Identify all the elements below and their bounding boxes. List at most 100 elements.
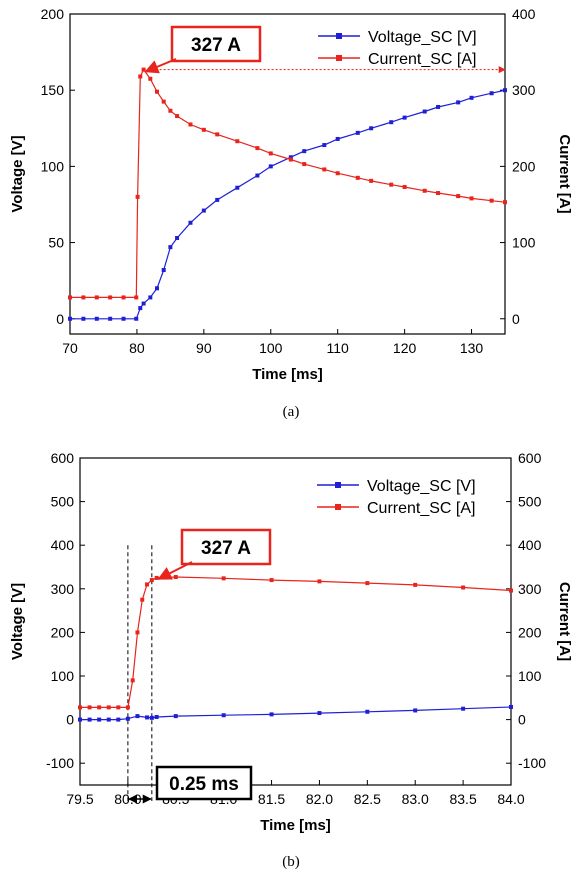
current-data-point [436,191,441,196]
voltage-data-point [97,717,102,722]
current-data-point [155,89,159,94]
x-tick-label: 83.0 [402,791,429,807]
current-data-point [125,705,130,710]
y2-axis-title: Current [A] [556,582,573,661]
voltage-data-point [268,164,273,169]
voltage-data-point [355,130,360,135]
peak-callout-label: 327 A [201,538,251,559]
y-tick-label: 500 [51,494,75,510]
current-data-point [145,582,150,587]
x-tick-label: 80 [129,340,145,356]
current-data-point [302,162,307,167]
figure-caption: (a) [283,404,300,420]
y-tick-label: 600 [51,450,75,466]
plot-frame [79,457,512,786]
voltage-data-point [235,185,240,190]
voltage-data-point [173,714,178,719]
current-data-point [422,188,427,193]
current-data-point [503,200,507,205]
voltage-data-point [141,301,146,306]
x-tick-label: 81.5 [258,791,285,807]
current-data-point [461,585,466,590]
y2-axis-title: Current [A] [556,134,573,213]
legend-label-voltage: Voltage_SC [V] [368,29,477,46]
voltage-data-point [155,286,159,291]
x-tick-label: 130 [460,340,484,356]
y2-tick-label: 0 [512,311,520,327]
peak-callout-label: 327 A [191,35,241,56]
peak-callout-box [170,25,262,63]
voltage-data-point [121,316,126,321]
y2-tick-label: 200 [512,158,536,174]
voltage-data-point [413,708,418,713]
voltage-data-point [148,295,153,300]
current-data-point [456,194,461,199]
voltage-series-line [80,706,511,721]
voltage-data-point [269,712,274,717]
y-tick-label: 0 [56,311,64,327]
duration-callout-box [155,765,253,801]
y-tick-label: 150 [41,82,65,98]
y-tick-label: 100 [41,158,65,174]
voltage-data-point [288,155,293,160]
y2-tick-label: 100 [518,668,542,684]
y2-tick-label: 400 [512,6,536,22]
y-tick-label: 400 [51,537,75,553]
current-data-point [108,295,113,300]
x-tick-label: 83.5 [449,791,476,807]
current-data-point [130,678,135,683]
current-data-point [97,705,102,710]
current-data-point [68,295,72,300]
legend-label-current: Current_SC [A] [368,51,476,68]
voltage-data-point [149,715,154,720]
peak-callout-arrow [144,58,177,74]
current-data-point [78,705,82,710]
legend-label-voltage: Voltage_SC [V] [367,478,476,495]
current-data-point [116,705,121,710]
y2-tick-label: 200 [518,624,542,640]
voltage-data-point [221,713,226,718]
voltage-data-point [402,115,407,120]
y2-tick-label: -100 [518,755,546,771]
current-data-point [369,178,374,183]
current-data-point [175,114,180,119]
voltage-data-point [161,268,166,272]
current-data-point [201,127,206,132]
y-axis-title: Voltage [V] [9,583,26,660]
y2-tick-label: 600 [518,450,542,466]
voltage-data-point [81,316,86,321]
voltage-data-point [461,706,466,711]
x-tick-label: 70 [62,340,78,356]
x-tick-label: 82.0 [306,791,333,807]
x-axis-title: Time [ms] [252,366,323,383]
figure-caption: (b) [282,854,300,870]
y-tick-label: 200 [41,6,65,22]
voltage-data-point [489,91,494,96]
current-data-point [106,705,111,710]
voltage-data-point [134,316,139,321]
voltage-data-point [335,136,340,141]
voltage-data-point [302,149,307,154]
voltage-data-point [456,100,461,105]
current-data-point [269,578,274,583]
legend-marker-current [336,55,342,61]
legend-marker-voltage [335,482,341,488]
current-data-point [317,579,322,584]
current-data-point [389,182,394,187]
voltage-data-point [68,316,72,321]
voltage-data-point [509,704,513,709]
voltage-data-point [106,717,111,722]
current-data-point [154,575,159,580]
current-data-point [322,167,327,172]
current-data-point [365,581,370,586]
x-axis-title: Time [ms] [260,817,331,834]
y-tick-label: 50 [48,235,64,251]
voltage-data-point [322,143,327,148]
y2-tick-label: 300 [518,581,542,597]
current-data-point [121,295,126,300]
duration-callout-label: 0.25 ms [169,774,239,795]
voltage-data-point [469,95,474,100]
voltage-data-point [145,715,150,720]
x-tick-label: 84.0 [497,791,524,807]
